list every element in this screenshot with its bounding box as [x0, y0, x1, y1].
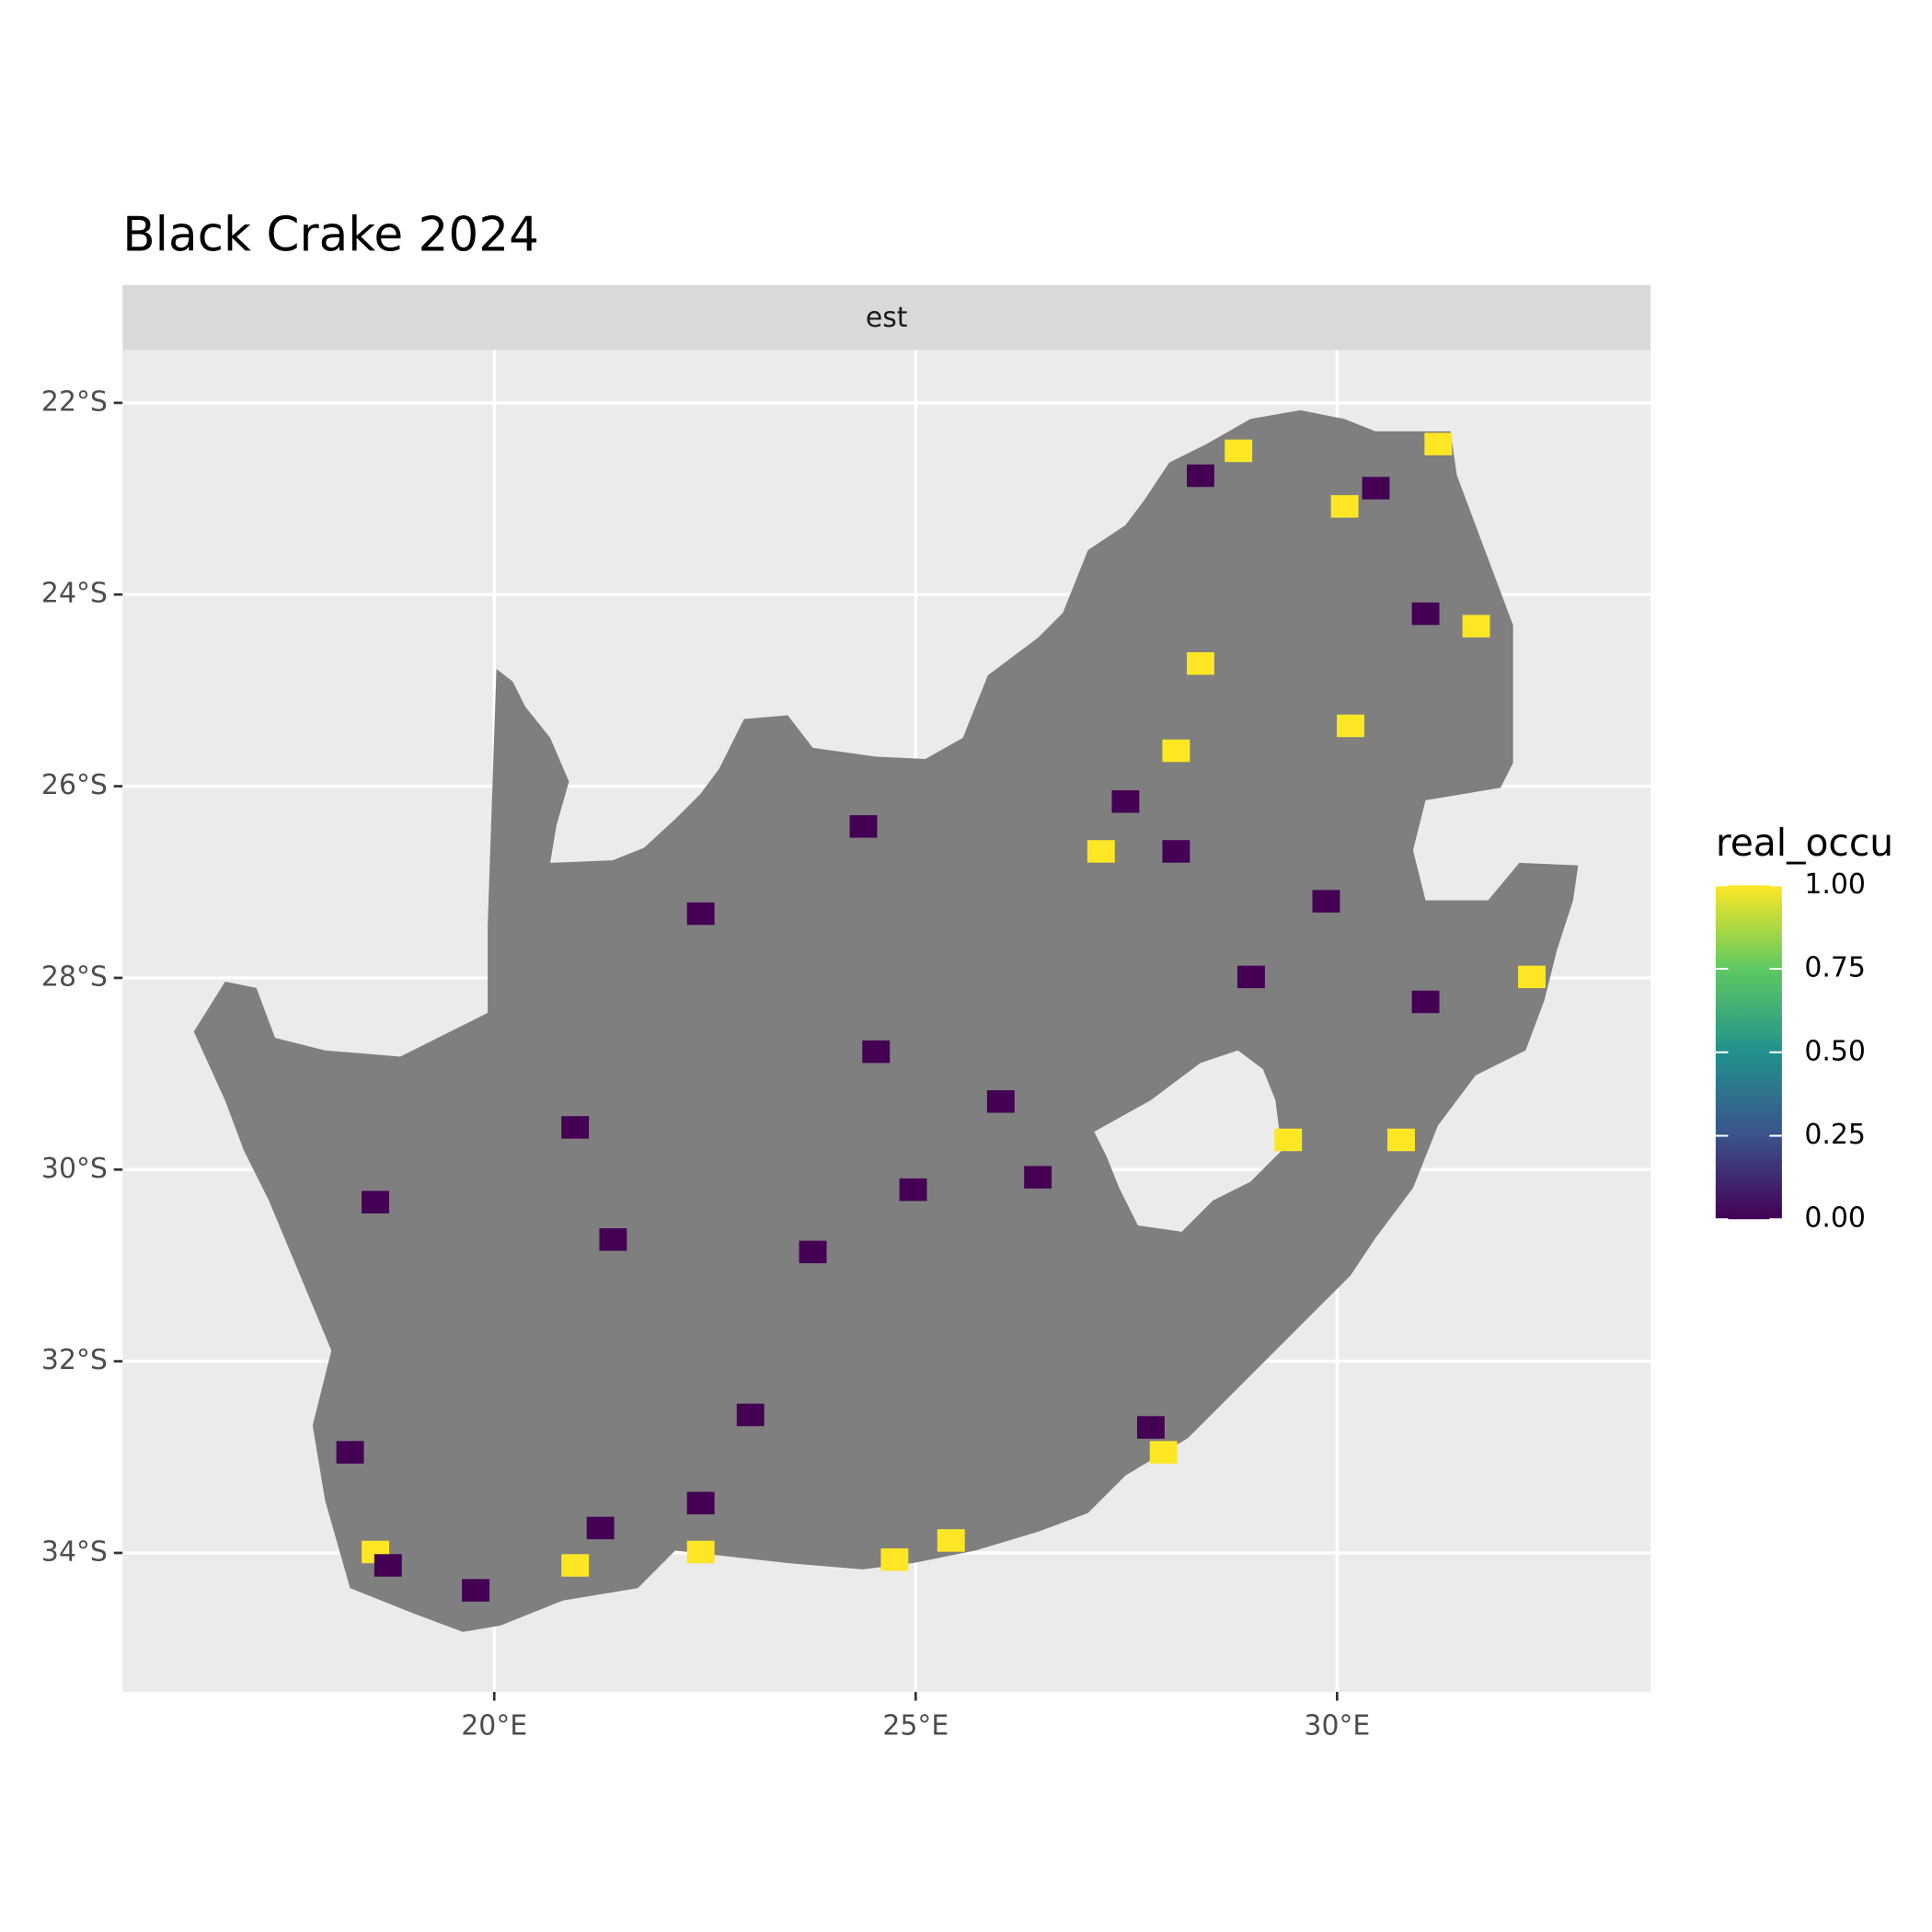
occupancy-cell	[1274, 1128, 1303, 1152]
y-tick-label: 32°S	[41, 1344, 108, 1376]
occupancy-cell	[1162, 739, 1190, 763]
occupancy-cell	[1387, 1128, 1415, 1152]
colorbar-label: 0.00	[1804, 1202, 1866, 1235]
occupancy-cell	[1024, 1166, 1052, 1189]
colorbar-label: 0.25	[1804, 1119, 1866, 1151]
occupancy-cell	[362, 1190, 389, 1213]
occupancy-cell	[986, 1090, 1015, 1113]
occupancy-cell	[561, 1554, 590, 1577]
x-tick-label: 30°E	[1304, 1710, 1370, 1742]
occupancy-cell	[1236, 965, 1265, 989]
occupancy-cell	[1337, 714, 1364, 738]
y-tick-label: 24°S	[41, 578, 108, 610]
occupancy-cell	[586, 1516, 615, 1540]
occupancy-cell	[686, 1491, 715, 1515]
occupancy-cell	[1330, 495, 1359, 518]
facet-label: est	[866, 302, 908, 334]
occupancy-cell	[1225, 439, 1253, 463]
occupancy-cell	[736, 1403, 765, 1427]
occupancy-cell	[1136, 1416, 1165, 1439]
occupancy-cell	[686, 902, 715, 926]
occupancy-cell	[1362, 477, 1390, 500]
occupancy-cell	[599, 1228, 627, 1251]
y-tick-label: 30°S	[41, 1153, 108, 1185]
colorbar-label: 0.50	[1804, 1035, 1866, 1067]
occupancy-cell	[336, 1441, 364, 1464]
occupancy-cell	[849, 815, 878, 838]
y-tick-label: 26°S	[41, 769, 108, 801]
legend-title: real_occu	[1716, 821, 1893, 865]
occupancy-cell	[1187, 652, 1214, 675]
occupancy-cell	[1411, 990, 1440, 1014]
occupancy-cell	[862, 1040, 891, 1064]
occupancy-cell	[462, 1579, 490, 1602]
facet-strip	[122, 284, 1651, 351]
occupancy-cell	[899, 1178, 927, 1202]
y-tick-label: 28°S	[41, 960, 108, 993]
occupancy-cell	[561, 1116, 590, 1139]
chart-title: Black Crake 2024	[122, 207, 539, 262]
occupancy-cell	[1462, 615, 1490, 638]
occupancy-cell	[1312, 890, 1340, 913]
occupancy-cell	[880, 1548, 909, 1571]
occupancy-cell	[1187, 464, 1214, 488]
y-tick-label: 22°S	[41, 385, 108, 418]
occupancy-cell	[937, 1529, 965, 1552]
occupancy-cell	[1149, 1441, 1178, 1464]
colorbar-label: 0.75	[1804, 952, 1866, 984]
occupancy-cell	[1087, 840, 1115, 863]
occupancy-cell	[374, 1554, 402, 1577]
y-tick-label: 34°S	[41, 1535, 108, 1568]
occupancy-cell	[1162, 840, 1190, 863]
x-tick-label: 20°E	[461, 1710, 527, 1742]
country-land	[193, 409, 1579, 1632]
x-tick-label: 25°E	[882, 1710, 949, 1742]
colorbar-label: 1.00	[1804, 868, 1866, 901]
occupancy-cell	[1111, 790, 1140, 813]
occupancy-cell	[1411, 602, 1440, 626]
occupancy-cell	[799, 1240, 827, 1264]
occupancy-cell	[1518, 965, 1546, 989]
occupancy-cell	[1424, 432, 1453, 455]
occupancy-cell	[686, 1540, 715, 1564]
